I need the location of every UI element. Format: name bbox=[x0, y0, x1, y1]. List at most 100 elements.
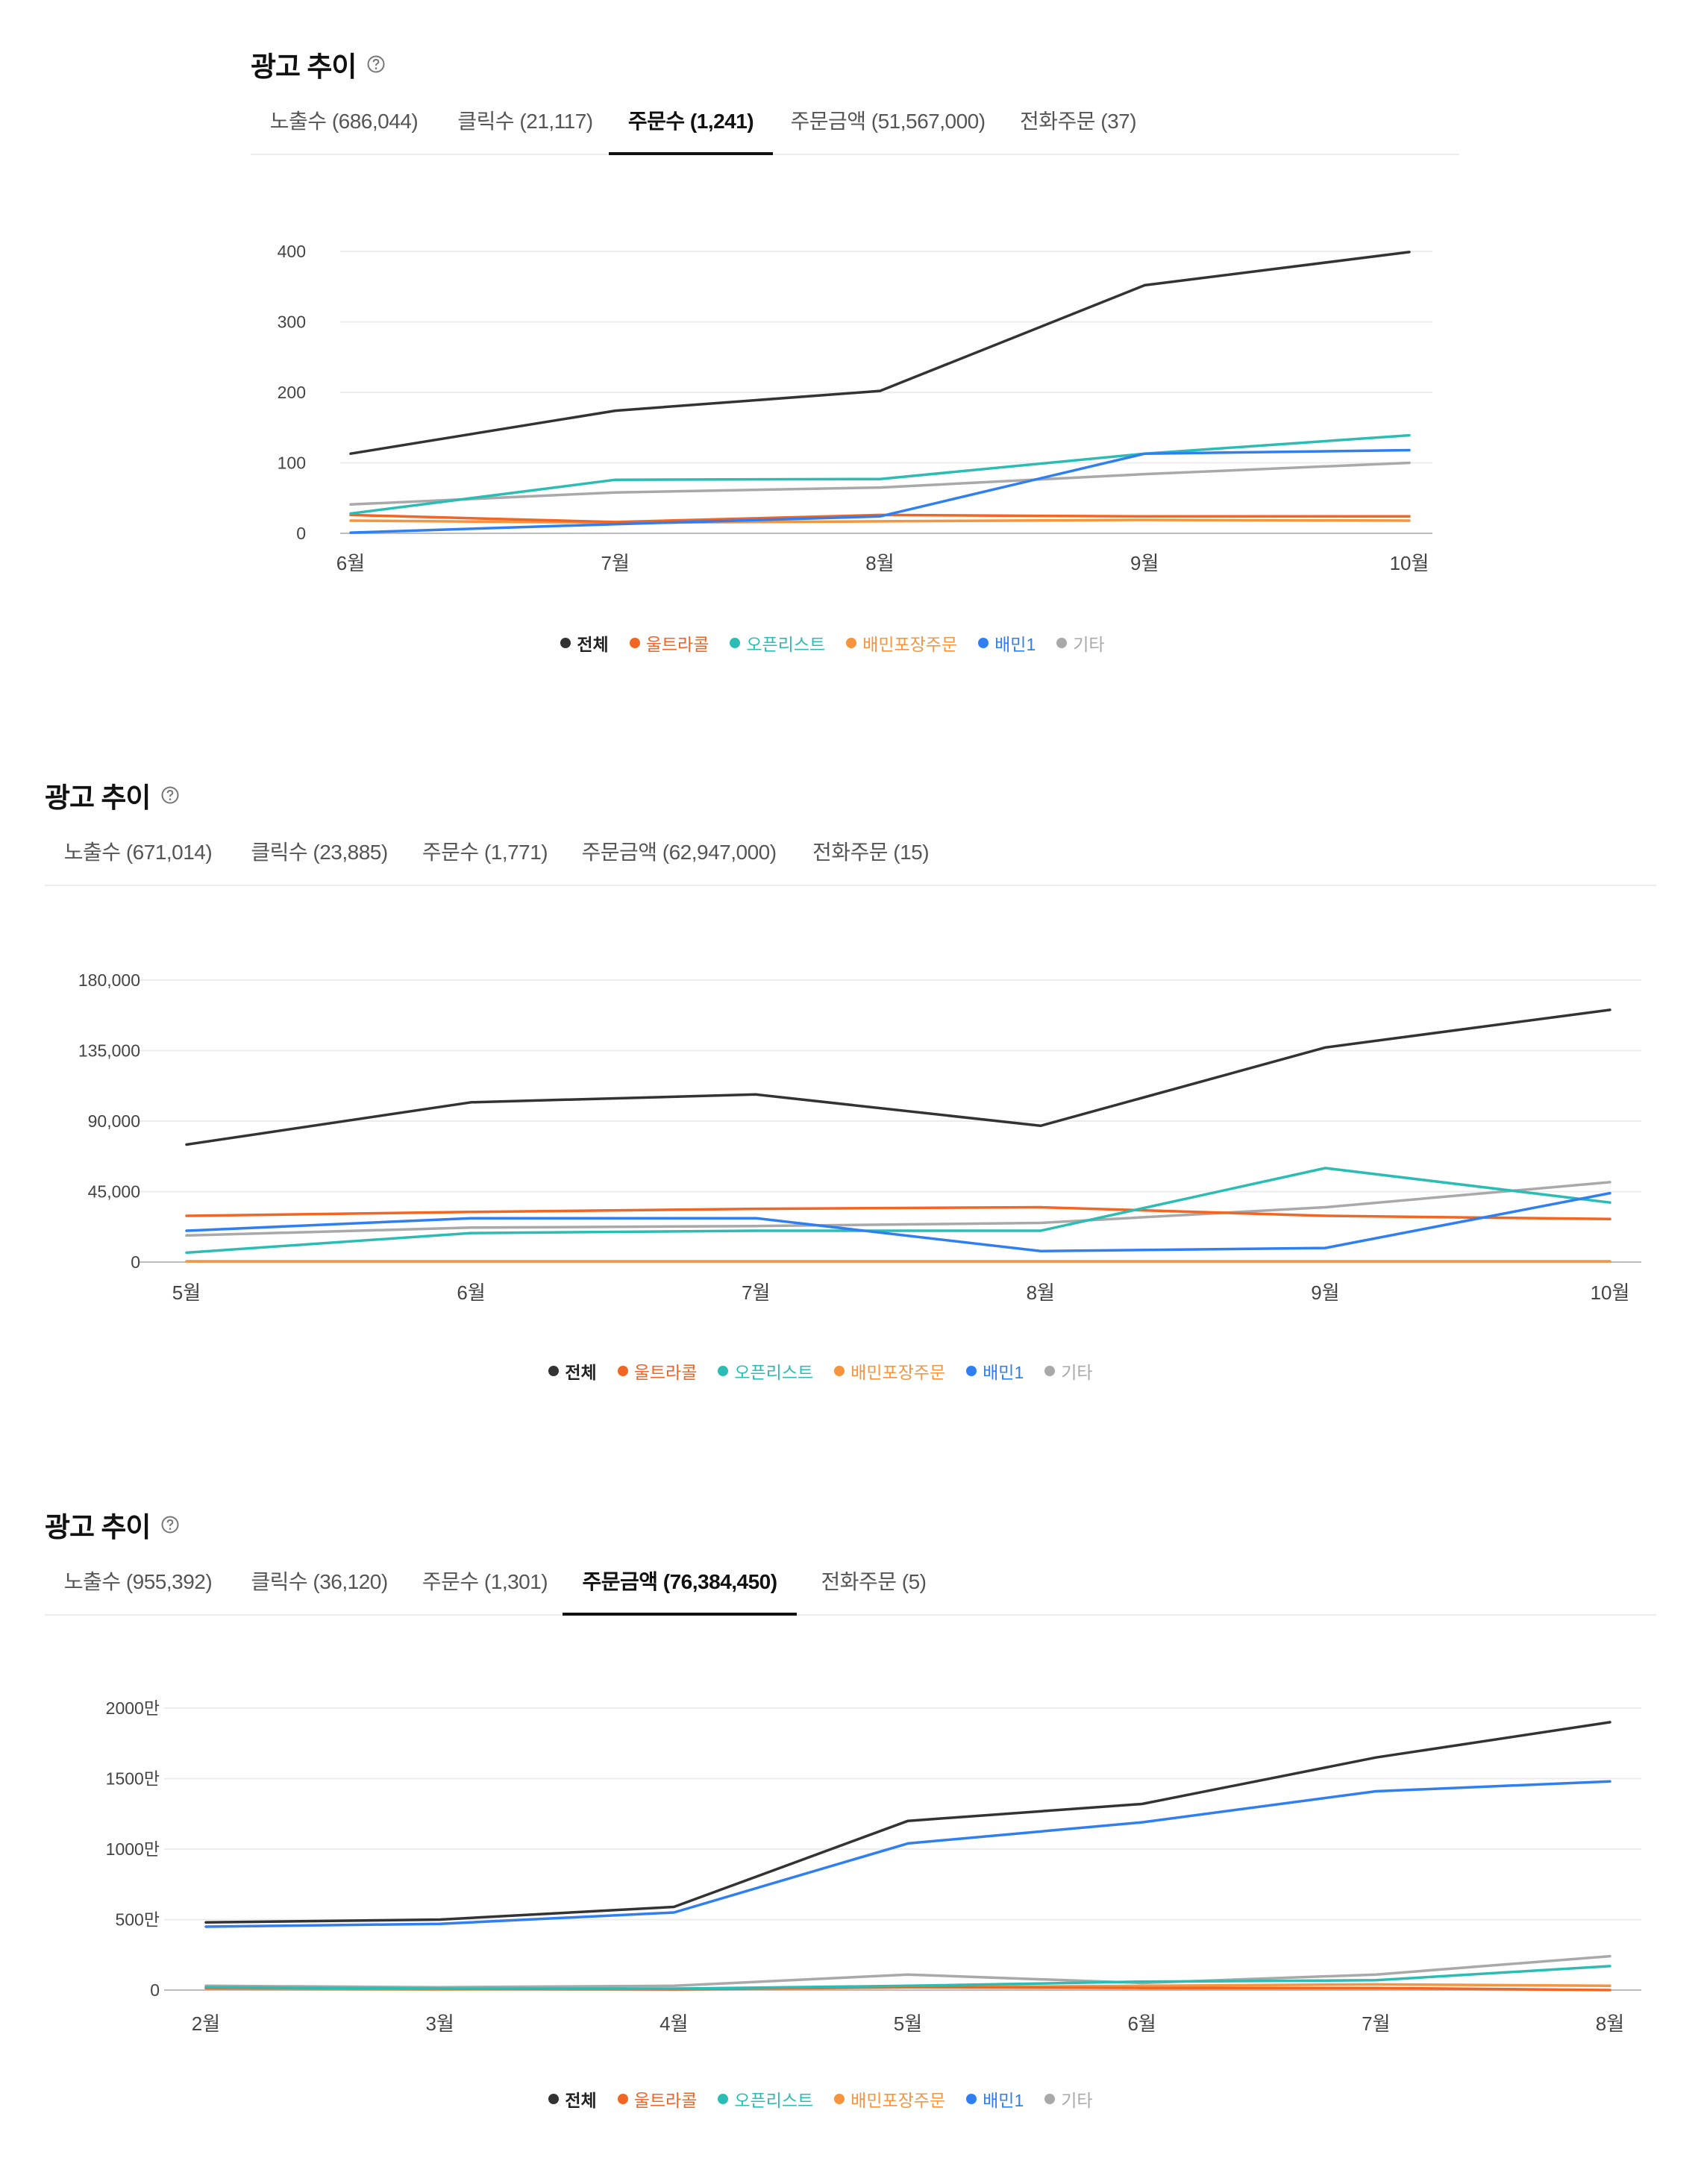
x-tick-label: 6월 bbox=[336, 552, 365, 574]
x-tick-label: 6월 bbox=[1127, 2012, 1156, 2035]
legend-dot-icon bbox=[718, 2094, 729, 2104]
legend-dot-icon bbox=[966, 1366, 977, 1376]
y-tick-label: 135,000 bbox=[78, 1041, 140, 1061]
x-tick-label: 9월 bbox=[1130, 552, 1159, 574]
x-tick-label: 10월 bbox=[1591, 1281, 1630, 1304]
legend-item[interactable]: 울트라콜 bbox=[629, 630, 709, 656]
chart-legend: 전체 울트라콜 오픈리스트 배민포장주문 배민1 기타 bbox=[522, 2084, 1119, 2114]
legend-label: 울트라콜 bbox=[645, 635, 709, 654]
tab-clicks[interactable]: 클릭수 (23,885) bbox=[251, 841, 388, 864]
legend-label: 울트라콜 bbox=[633, 1363, 698, 1382]
legend-dot-icon bbox=[718, 1366, 729, 1376]
help-icon[interactable] bbox=[160, 785, 180, 805]
series-line bbox=[349, 518, 1411, 524]
series-line bbox=[185, 1205, 1611, 1221]
y-tick-label: 100 bbox=[278, 454, 306, 473]
panel-title: 광고 추이 bbox=[251, 42, 386, 87]
legend-item[interactable]: 배민포장주문 bbox=[846, 630, 957, 656]
legend-dot-icon bbox=[617, 2094, 628, 2104]
tab-order-amount[interactable]: 주문금액 (51,567,000) bbox=[790, 110, 986, 133]
legend-label: 배민포장주문 bbox=[862, 635, 958, 654]
x-tick-label: 10월 bbox=[1390, 552, 1429, 574]
legend-item[interactable]: 오픈리스트 bbox=[718, 2086, 813, 2112]
legend-item[interactable]: 울트라콜 bbox=[617, 2086, 698, 2112]
legend-label: 울트라콜 bbox=[633, 2091, 698, 2110]
legend-item[interactable]: 전체 bbox=[560, 630, 609, 656]
legend-item[interactable]: 기타 bbox=[1044, 1358, 1093, 1384]
panel-title-text: 광고 추이 bbox=[251, 51, 357, 82]
legend-dot-icon bbox=[560, 638, 571, 648]
panel-title: 광고 추이 bbox=[45, 773, 180, 818]
legend-item[interactable]: 배민포장주문 bbox=[834, 1358, 945, 1384]
y-tick-label: 500만 bbox=[115, 1910, 160, 1930]
legend-item[interactable]: 전체 bbox=[548, 1358, 597, 1384]
tab-phone-orders[interactable]: 전화주문 (15) bbox=[812, 841, 930, 864]
tab-order-amount[interactable]: 주문금액 (62,947,000) bbox=[581, 841, 777, 864]
x-tick-label: 2월 bbox=[192, 2012, 220, 2035]
x-tick-label: 8월 bbox=[865, 552, 894, 574]
legend-dot-icon bbox=[834, 1366, 845, 1376]
series-line bbox=[204, 1954, 1611, 1989]
x-tick-label: 8월 bbox=[1596, 2012, 1624, 2035]
tab-clicks[interactable]: 클릭수 (36,120) bbox=[251, 1570, 388, 1593]
legend-label: 전체 bbox=[565, 1363, 597, 1382]
tab-phone-orders[interactable]: 전화주문 (5) bbox=[821, 1570, 927, 1593]
legend-label: 배민1 bbox=[994, 635, 1036, 654]
legend-dot-icon bbox=[1056, 638, 1068, 648]
legend-label: 기타 bbox=[1061, 2091, 1093, 2110]
tab-impressions[interactable]: 노출수 (671,014) bbox=[63, 841, 213, 864]
legend-dot-icon bbox=[1044, 1366, 1056, 1376]
legend-item[interactable]: 오픈리스트 bbox=[730, 630, 825, 656]
x-tick-label: 6월 bbox=[457, 1281, 485, 1304]
series-line bbox=[185, 1167, 1611, 1255]
metric-tabs: 노출수 (955,392) 클릭수 (36,120) 주문수 (1,301) 주… bbox=[45, 1554, 1656, 1616]
series-line bbox=[349, 433, 1411, 515]
legend-item[interactable]: 기타 bbox=[1044, 2086, 1093, 2112]
help-icon[interactable] bbox=[366, 54, 386, 74]
legend-label: 오픈리스트 bbox=[746, 635, 826, 654]
legend-label: 배민포장주문 bbox=[850, 2091, 946, 2110]
legend-item[interactable]: 기타 bbox=[1056, 630, 1105, 656]
tab-clicks[interactable]: 클릭수 (21,117) bbox=[457, 110, 593, 133]
metric-tabs: 노출수 (686,044) 클릭수 (21,117) 주문수 (1,241) 주… bbox=[251, 94, 1459, 155]
legend-label: 배민1 bbox=[983, 2091, 1024, 2110]
x-tick-label: 7월 bbox=[1362, 2012, 1390, 2035]
y-tick-label: 180,000 bbox=[78, 970, 140, 990]
x-tick-label: 3월 bbox=[425, 2012, 454, 2035]
legend-label: 기타 bbox=[1061, 1363, 1093, 1382]
tab-orders[interactable]: 주문수 (1,241) bbox=[609, 94, 773, 155]
legend-item[interactable]: 울트라콜 bbox=[617, 1358, 698, 1384]
help-icon[interactable] bbox=[160, 1515, 180, 1534]
tab-impressions[interactable]: 노출수 (686,044) bbox=[269, 110, 419, 133]
tab-phone-orders[interactable]: 전화주문 (37) bbox=[1019, 110, 1137, 133]
series-line bbox=[349, 461, 1411, 506]
legend-item[interactable]: 배민1 bbox=[966, 1358, 1024, 1384]
series-line bbox=[204, 1780, 1611, 1928]
tab-order-amount[interactable]: 주문금액 (76,384,450) bbox=[563, 1554, 797, 1616]
legend-label: 배민포장주문 bbox=[850, 1363, 946, 1382]
series-line bbox=[349, 448, 1411, 534]
tab-orders[interactable]: 주문수 (1,771) bbox=[422, 841, 548, 864]
legend-item[interactable]: 배민1 bbox=[966, 2086, 1024, 2112]
panel-title: 광고 추이 bbox=[45, 1502, 180, 1547]
legend-item[interactable]: 배민1 bbox=[978, 630, 1036, 656]
series-line bbox=[349, 251, 1411, 455]
legend-dot-icon bbox=[1044, 2094, 1056, 2104]
tab-impressions[interactable]: 노출수 (955,392) bbox=[63, 1570, 213, 1593]
y-tick-label: 0 bbox=[150, 1980, 160, 2000]
y-tick-label: 400 bbox=[278, 242, 306, 261]
legend-item[interactable]: 배민포장주문 bbox=[834, 2086, 945, 2112]
y-tick-label: 300 bbox=[278, 313, 306, 332]
legend-label: 오픈리스트 bbox=[734, 1363, 814, 1382]
series-line bbox=[185, 1008, 1611, 1146]
series-line bbox=[185, 1191, 1611, 1253]
legend-label: 오픈리스트 bbox=[734, 2091, 814, 2110]
legend-item[interactable]: 전체 bbox=[548, 2086, 597, 2112]
tab-orders[interactable]: 주문수 (1,301) bbox=[422, 1570, 548, 1593]
x-tick-label: 8월 bbox=[1027, 1281, 1055, 1304]
y-tick-label: 200 bbox=[278, 383, 306, 402]
chart-legend: 전체 울트라콜 오픈리스트 배민포장주문 배민1 기타 bbox=[534, 628, 1131, 658]
legend-label: 전체 bbox=[565, 2091, 597, 2110]
legend-item[interactable]: 오픈리스트 bbox=[718, 1358, 813, 1384]
legend-label: 배민1 bbox=[983, 1363, 1024, 1382]
